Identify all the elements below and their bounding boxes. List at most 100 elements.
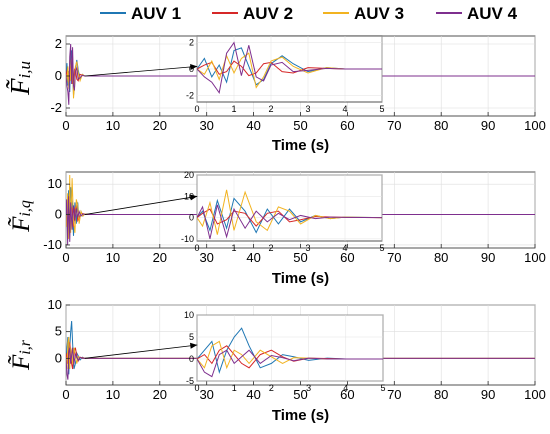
inset-y-tick-label: -5: [186, 376, 194, 386]
x-tick-label: 60: [340, 387, 354, 402]
inset-x-tick-label: 3: [306, 383, 311, 393]
zoom-arrow-head: [190, 64, 198, 70]
x-tick-label: 0: [62, 387, 69, 402]
zoom-arrow-head: [189, 194, 198, 201]
x-tick-label: 20: [153, 250, 167, 265]
x-tick-label: 10: [106, 387, 120, 402]
inset-y-tick-label: -10: [181, 234, 194, 244]
y-axis-label-subscript: i,u: [15, 61, 34, 78]
legend: AUV 1 AUV 2 AUV 3 AUV 4: [100, 4, 518, 23]
y-axis-label-subscript: i,r: [17, 339, 34, 354]
x-tick-label: 40: [246, 118, 260, 133]
series-line-auv-4: [66, 196, 535, 245]
inset-x-tick-label: 0: [194, 243, 199, 253]
inset-series-line-auv-4: [197, 349, 383, 378]
x-axis-label: Time (s): [272, 137, 329, 154]
series-line-auv-4: [66, 347, 535, 380]
x-tick-label: 80: [434, 118, 448, 133]
x-tick-label: 60: [340, 118, 354, 133]
legend-label-4: AUV 4: [467, 4, 518, 23]
x-tick-label: 90: [481, 250, 495, 265]
inset-x-tick-label: 0: [194, 104, 199, 114]
y-tick-label: 2: [55, 36, 62, 51]
x-tick-label: 60: [340, 250, 354, 265]
inset-series-group: [197, 327, 383, 378]
x-tick-label: 70: [387, 387, 401, 402]
y-tick-label: 10: [48, 176, 62, 191]
y-axis-label-main: F̃: [5, 78, 35, 96]
inset-x-tick-label: 3: [305, 104, 310, 114]
x-tick-label: 50: [293, 118, 307, 133]
inset-x-tick-label: 2: [268, 243, 273, 253]
series-group: [66, 43, 535, 105]
x-tick-label: 90: [481, 387, 495, 402]
inset-y-tick-label: 0: [189, 213, 194, 223]
inset-y-tick-label: 10: [184, 310, 194, 320]
inset-y-tick-label: 10: [184, 191, 194, 201]
series-line-auv-4: [66, 43, 535, 105]
inset-x-tick-label: 0: [194, 383, 199, 393]
inset-series-line-auv-4: [197, 41, 382, 95]
series-line-auv-3: [66, 56, 535, 99]
inset-y-tick-label: 0: [189, 354, 194, 364]
inset-x-tick-label: 3: [305, 243, 310, 253]
x-tick-label: 100: [524, 250, 546, 265]
y-tick-label: -2: [50, 100, 62, 115]
inset-y-tick-label: 2: [189, 38, 194, 48]
y-axis-label: F̃i,q: [8, 200, 35, 233]
legend-label-3: AUV 3: [354, 4, 404, 23]
x-tick-label: 40: [246, 387, 260, 402]
zoom-arrow-line: [84, 344, 198, 359]
x-tick-label: 0: [62, 250, 69, 265]
inset-frame: [196, 314, 384, 382]
x-axis-label: Time (s): [272, 270, 329, 287]
x-tick-label: 70: [387, 118, 401, 133]
x-tick-label: 80: [434, 387, 448, 402]
legend-label-1: AUV 1: [131, 4, 181, 23]
inset-x-tick-label: 4: [342, 243, 347, 253]
inset-series-line-auv-3: [197, 52, 382, 89]
series-group: [66, 175, 535, 245]
x-tick-label: 100: [524, 118, 546, 133]
inset-y-tick-label: 20: [184, 170, 194, 180]
legend-label-2: AUV 2: [243, 4, 293, 23]
series-group: [66, 320, 535, 380]
y-axis-label: F̃i,u: [5, 61, 35, 96]
x-tick-label: 0: [62, 118, 69, 133]
y-tick-label: 5: [55, 324, 62, 339]
y-tick-label: 10: [48, 297, 62, 312]
x-tick-label: 10: [106, 118, 120, 133]
x-tick-label: 20: [153, 387, 167, 402]
inset-series-line-auv-4: [197, 204, 382, 239]
x-tick-label: 50: [293, 250, 307, 265]
inset-x-tick-label: 1: [231, 104, 236, 114]
x-tick-label: 50: [293, 387, 307, 402]
zoom-arrow-line: [84, 195, 198, 215]
zoom-arrow-line: [84, 66, 198, 77]
inset-x-tick-label: 4: [342, 104, 347, 114]
x-tick-label: 10: [106, 250, 120, 265]
y-tick-label: 0: [55, 68, 62, 83]
x-tick-label: 30: [199, 118, 213, 133]
inset-x-tick-label: 1: [231, 243, 236, 253]
y-tick-label: 0: [55, 350, 62, 365]
y-tick-label: 0: [55, 207, 62, 222]
inset-x-tick-label: 1: [232, 383, 237, 393]
inset-x-tick-label: 5: [379, 104, 384, 114]
y-axis-label-main: F̃: [8, 216, 35, 233]
inset-y-tick-label: 5: [189, 332, 194, 342]
x-axis-label: Time (s): [272, 407, 329, 424]
inset-y-tick-label: -2: [186, 90, 194, 100]
x-tick-label: 100: [524, 387, 546, 402]
x-tick-label: 90: [481, 118, 495, 133]
inset-x-tick-label: 2: [269, 383, 274, 393]
x-tick-label: 40: [246, 250, 260, 265]
x-tick-label: 70: [387, 250, 401, 265]
inset-x-tick-label: 5: [380, 383, 385, 393]
